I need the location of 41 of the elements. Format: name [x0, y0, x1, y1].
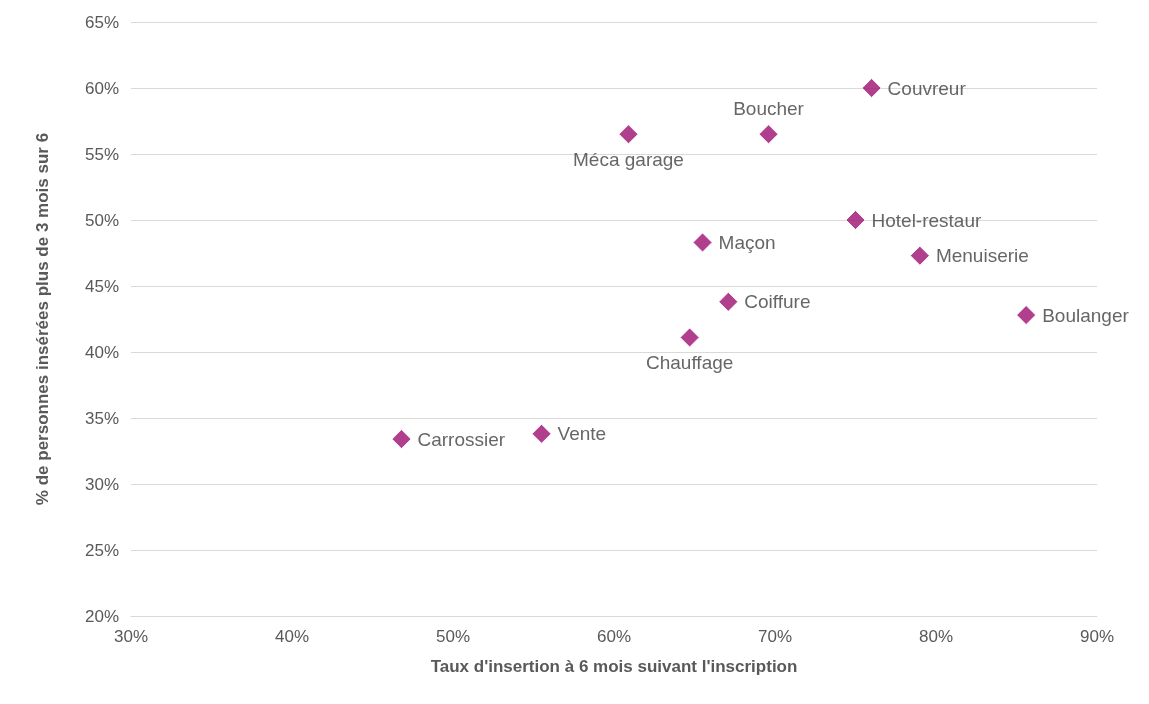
series-label: Coiffure [744, 291, 811, 313]
point [909, 245, 930, 266]
x-tick-label: 40% [274, 627, 310, 646]
x-tick-label: 80% [918, 627, 954, 646]
x-tick-label: 60% [596, 627, 632, 646]
y-tick-label: 65% [84, 12, 119, 32]
series-label: Boucher [733, 98, 805, 120]
series-label: Chauffage [646, 352, 734, 374]
x-tick-label: 30% [113, 627, 149, 646]
series-label: Méca garage [573, 149, 684, 171]
point [531, 423, 552, 444]
y-tick-label: 40% [84, 342, 119, 362]
point [679, 327, 700, 348]
x-tick-label: 70% [757, 627, 793, 646]
series-label: Hotel-restaur [871, 209, 982, 231]
point [391, 429, 412, 450]
y-tick-label: 50% [84, 210, 119, 230]
y-tick-label: 60% [84, 78, 119, 98]
point [845, 210, 866, 230]
series-label: Boulanger [1042, 304, 1130, 326]
series-label: Menuiserie [935, 245, 1029, 267]
point [618, 124, 639, 145]
point [758, 124, 779, 145]
series-label: Vente [557, 423, 607, 445]
x-axis-title: Taux d'insertion à 6 mois suivant l'inscription [430, 657, 798, 676]
x-tick-label: 90% [1079, 627, 1115, 646]
series-label: Maçon [718, 231, 776, 253]
x-tick-label: 50% [435, 627, 471, 646]
point [718, 291, 739, 312]
series-label: Couvreur [887, 77, 967, 99]
y-tick-label: 20% [84, 606, 119, 626]
y-tick-label: 55% [84, 144, 119, 164]
y-tick-label: 25% [84, 540, 119, 560]
y-tick-label: 30% [84, 474, 119, 494]
point [861, 78, 882, 98]
y-tick-label: 45% [84, 276, 119, 296]
y-tick-label: 35% [84, 408, 119, 428]
series-label: Carrossier [417, 428, 506, 450]
y-axis-title: % de personnes insérées plus de 3 mois sur 6 [33, 132, 52, 506]
point [692, 232, 713, 253]
point [1016, 305, 1037, 326]
